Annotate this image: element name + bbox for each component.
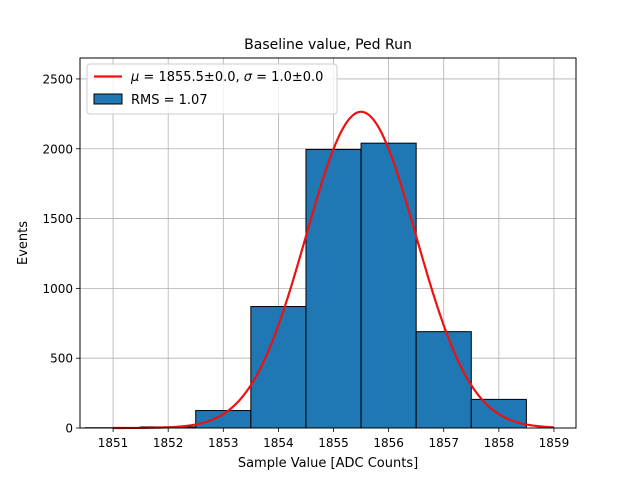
x-tick-label: 1853: [208, 436, 239, 450]
legend-fit-mu-value: = 1855.5±0.0,: [139, 70, 243, 85]
y-tick-label: 1500: [42, 212, 73, 226]
legend-fit-mu-symbol: μ: [130, 70, 139, 85]
histogram-bar: [360, 142, 417, 429]
x-tick-label: 1855: [318, 436, 349, 450]
y-tick-label: 1000: [42, 282, 73, 296]
x-axis-ticks: 1851 1852 1853 1854 1855 1856 1857 1858 1859: [98, 428, 569, 450]
histogram-bars: [85, 142, 527, 429]
y-axis-ticks: 0 500 1000 1500 2000 2500: [42, 72, 80, 436]
y-axis-label: Events: [16, 221, 31, 265]
x-axis-label: Sample Value [ADC Counts]: [238, 456, 418, 471]
y-tick-label: 0: [65, 422, 73, 436]
axes-frame: [79, 57, 577, 429]
legend-box: [86, 63, 338, 115]
histogram-bar: [305, 148, 362, 429]
legend-fit-label: μ = 1855.5±0.0, σ = 1.0±0.0: [130, 70, 323, 85]
x-tick-label: 1854: [263, 436, 294, 450]
histogram-bar: [415, 331, 472, 429]
plot-area: [80, 58, 576, 430]
x-tick-label: 1856: [373, 436, 404, 450]
legend-histogram-swatch: [93, 93, 123, 105]
x-tick-label: 1858: [484, 436, 515, 450]
y-tick-label: 2000: [42, 142, 73, 156]
chart-title: Baseline value, Ped Run: [244, 37, 412, 53]
y-tick-label: 2500: [42, 72, 73, 86]
x-tick-label: 1852: [153, 436, 184, 450]
x-tick-label: 1851: [98, 436, 129, 450]
x-tick-label: 1859: [539, 436, 570, 450]
legend: μ = 1855.5±0.0, σ = 1.0±0.0 RMS = 1.07: [86, 63, 338, 115]
x-tick-label: 1857: [428, 436, 459, 450]
gaussian-fit-line: [113, 110, 555, 430]
legend-fit-sigma-value: = 1.0±0.0: [252, 70, 323, 85]
legend-histogram-label: RMS = 1.07: [131, 93, 208, 108]
y-tick-label: 500: [50, 352, 73, 366]
legend-fit-sigma-symbol: σ: [244, 70, 253, 85]
